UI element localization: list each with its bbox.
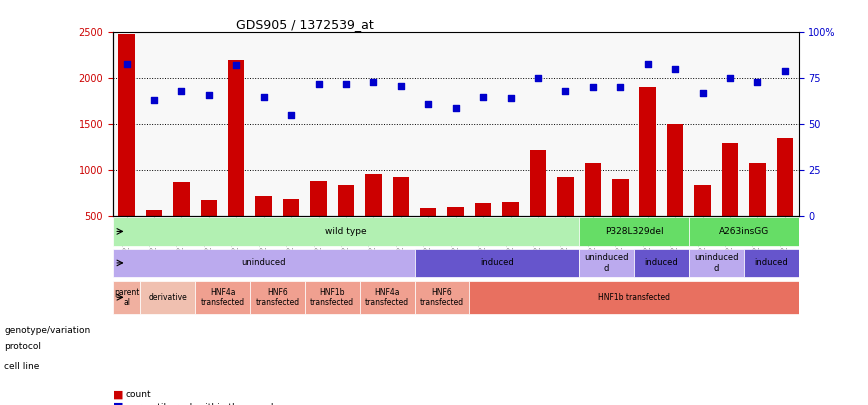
FancyBboxPatch shape xyxy=(250,281,305,314)
Bar xyxy=(694,185,711,216)
Point xyxy=(558,88,572,94)
Bar xyxy=(146,210,162,216)
Text: uninduced: uninduced xyxy=(241,258,286,267)
FancyBboxPatch shape xyxy=(415,249,579,277)
Bar xyxy=(365,173,382,216)
Text: cell line: cell line xyxy=(4,362,40,371)
Text: parent
al: parent al xyxy=(114,288,139,307)
Bar xyxy=(201,200,217,216)
Text: uninduced
d: uninduced d xyxy=(584,253,628,273)
Point xyxy=(449,104,463,111)
Text: protocol: protocol xyxy=(4,342,42,351)
Point xyxy=(366,79,380,85)
Point xyxy=(229,62,243,68)
Bar xyxy=(338,185,354,216)
Point xyxy=(202,92,216,98)
Text: ■: ■ xyxy=(113,402,123,405)
FancyBboxPatch shape xyxy=(579,249,634,277)
Point xyxy=(778,68,792,74)
Bar xyxy=(640,87,656,216)
Point xyxy=(147,97,161,103)
Bar xyxy=(749,162,766,216)
Point xyxy=(312,81,326,87)
FancyBboxPatch shape xyxy=(141,281,195,314)
Point xyxy=(668,66,682,72)
Text: HNF6
transfected: HNF6 transfected xyxy=(420,288,464,307)
Point xyxy=(257,93,271,100)
Bar xyxy=(255,196,272,216)
Point xyxy=(695,90,709,96)
Bar xyxy=(585,162,601,216)
Text: HNF6
transfected: HNF6 transfected xyxy=(255,288,299,307)
Text: induced: induced xyxy=(754,258,788,267)
Point xyxy=(421,100,435,107)
FancyBboxPatch shape xyxy=(195,281,250,314)
Bar xyxy=(777,138,793,216)
Point xyxy=(586,84,600,91)
Bar xyxy=(392,177,409,216)
Point xyxy=(641,60,654,67)
Point xyxy=(339,81,353,87)
FancyBboxPatch shape xyxy=(634,249,689,277)
Point xyxy=(723,75,737,81)
Text: induced: induced xyxy=(645,258,678,267)
Text: uninduced
d: uninduced d xyxy=(694,253,739,273)
Text: A263insGG: A263insGG xyxy=(719,227,769,236)
Bar xyxy=(529,150,546,216)
Point xyxy=(751,79,765,85)
Text: induced: induced xyxy=(480,258,514,267)
Bar xyxy=(283,199,299,216)
Point xyxy=(503,95,517,102)
Text: genotype/variation: genotype/variation xyxy=(4,326,90,335)
Bar xyxy=(722,143,738,216)
Point xyxy=(477,93,490,100)
Bar xyxy=(174,182,189,216)
Text: HNF1b transfected: HNF1b transfected xyxy=(598,293,670,302)
FancyBboxPatch shape xyxy=(113,281,141,314)
FancyBboxPatch shape xyxy=(470,281,799,314)
Text: HNF4a
transfected: HNF4a transfected xyxy=(365,288,409,307)
Text: GDS905 / 1372539_at: GDS905 / 1372539_at xyxy=(236,18,374,31)
Bar xyxy=(612,179,628,216)
Bar xyxy=(667,124,683,216)
Text: derivative: derivative xyxy=(148,293,187,302)
Text: wild type: wild type xyxy=(326,227,367,236)
FancyBboxPatch shape xyxy=(689,249,744,277)
Bar xyxy=(118,34,135,216)
FancyBboxPatch shape xyxy=(113,249,415,277)
Bar xyxy=(557,177,574,216)
Text: ■: ■ xyxy=(113,390,123,400)
Bar xyxy=(503,202,519,216)
Point xyxy=(120,60,134,67)
Text: P328L329del: P328L329del xyxy=(605,227,663,236)
Point xyxy=(394,82,408,89)
Point xyxy=(284,112,298,118)
FancyBboxPatch shape xyxy=(689,217,799,245)
FancyBboxPatch shape xyxy=(113,217,579,245)
Bar xyxy=(448,207,464,216)
Bar xyxy=(311,181,326,216)
Text: percentile rank within the sample: percentile rank within the sample xyxy=(126,403,279,405)
FancyBboxPatch shape xyxy=(415,281,470,314)
Point xyxy=(614,84,628,91)
Text: count: count xyxy=(126,390,152,399)
Bar xyxy=(475,203,491,216)
Bar xyxy=(420,208,437,216)
Bar xyxy=(228,60,245,216)
FancyBboxPatch shape xyxy=(359,281,415,314)
FancyBboxPatch shape xyxy=(744,249,799,277)
FancyBboxPatch shape xyxy=(579,217,689,245)
Text: HNF4a
transfected: HNF4a transfected xyxy=(201,288,245,307)
Text: HNF1b
transfected: HNF1b transfected xyxy=(310,288,354,307)
Point xyxy=(531,75,545,81)
Point xyxy=(174,88,188,94)
FancyBboxPatch shape xyxy=(305,281,359,314)
